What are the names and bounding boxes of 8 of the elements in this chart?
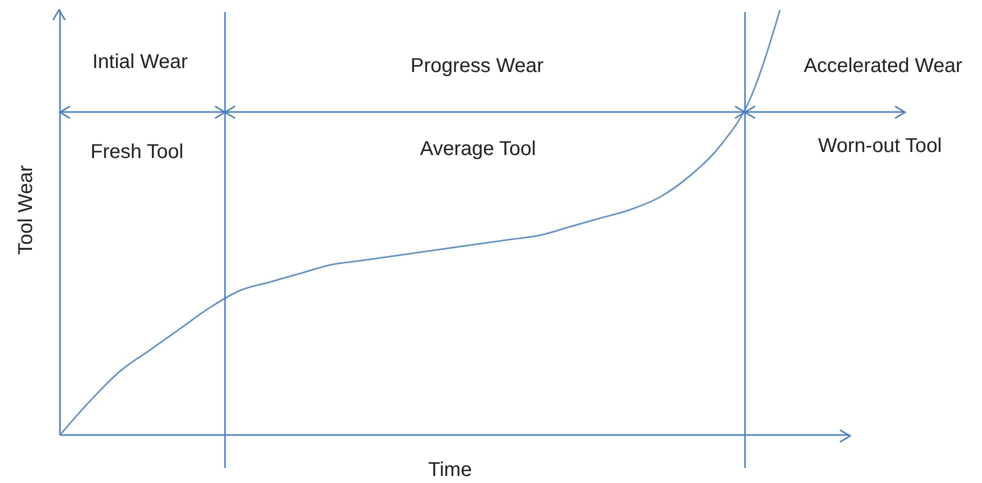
x-axis-title: Time [428,459,472,481]
annotation: Worn-out Tool [818,135,942,157]
annotation: Intial Wear [92,51,188,73]
y-axis-title: Tool Wear [15,164,37,255]
annotation: Progress Wear [410,55,544,77]
annotation: Fresh Tool [90,141,184,163]
annotation: Accelerated Wear [804,55,963,77]
annotation: Average Tool [420,138,536,160]
